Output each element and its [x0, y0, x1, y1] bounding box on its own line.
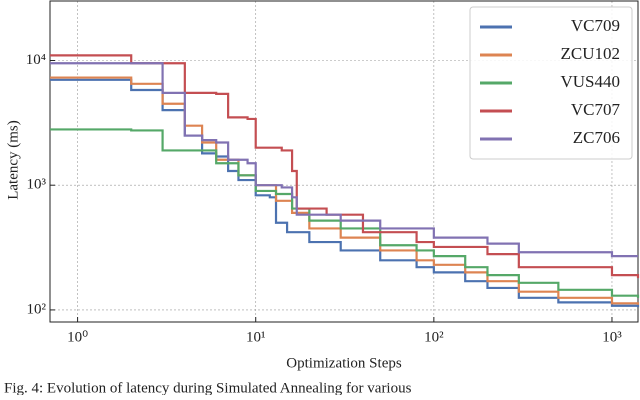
x-tick-label: 10⁰ — [67, 329, 88, 345]
y-tick-label: 10⁴ — [26, 52, 46, 68]
y-tick-label: 10² — [27, 301, 47, 317]
legend-label: VUS440 — [560, 72, 620, 91]
x-tick-label: 10¹ — [246, 329, 266, 345]
legend-label: VC709 — [571, 16, 620, 35]
legend-label: ZCU102 — [561, 44, 621, 63]
legend-label: ZC706 — [573, 128, 620, 147]
legend: VC709 ZCU102 VUS440 VC707 ZC706 — [469, 6, 633, 160]
plot-frame — [49, 0, 639, 323]
x-tick-label: 10² — [424, 329, 444, 345]
series-line — [50, 62, 638, 258]
y-axis-label: Latency (ms) — [5, 120, 21, 200]
series-line — [50, 128, 640, 298]
x-tick-label: 10³ — [602, 329, 622, 345]
y-tick-label: 10³ — [27, 177, 47, 193]
caption: Fig. 4: Evolution of latency during Simu… — [4, 380, 412, 395]
legend-label: VC707 — [571, 100, 621, 119]
x-axis-label: Optimization Steps — [286, 355, 402, 371]
legend-box — [469, 6, 633, 160]
series-line — [50, 54, 640, 279]
